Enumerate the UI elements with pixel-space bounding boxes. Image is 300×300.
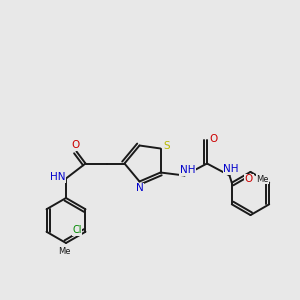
Text: HN: HN xyxy=(50,172,65,182)
Text: Cl: Cl xyxy=(72,225,82,235)
Text: Me: Me xyxy=(58,247,71,256)
Text: NH: NH xyxy=(180,165,195,175)
Text: Me: Me xyxy=(256,175,269,184)
Text: N: N xyxy=(136,183,143,193)
Text: O: O xyxy=(245,174,253,184)
Text: O: O xyxy=(71,140,79,151)
Text: NH: NH xyxy=(223,164,239,175)
Text: S: S xyxy=(164,140,170,151)
Text: O: O xyxy=(209,134,218,145)
